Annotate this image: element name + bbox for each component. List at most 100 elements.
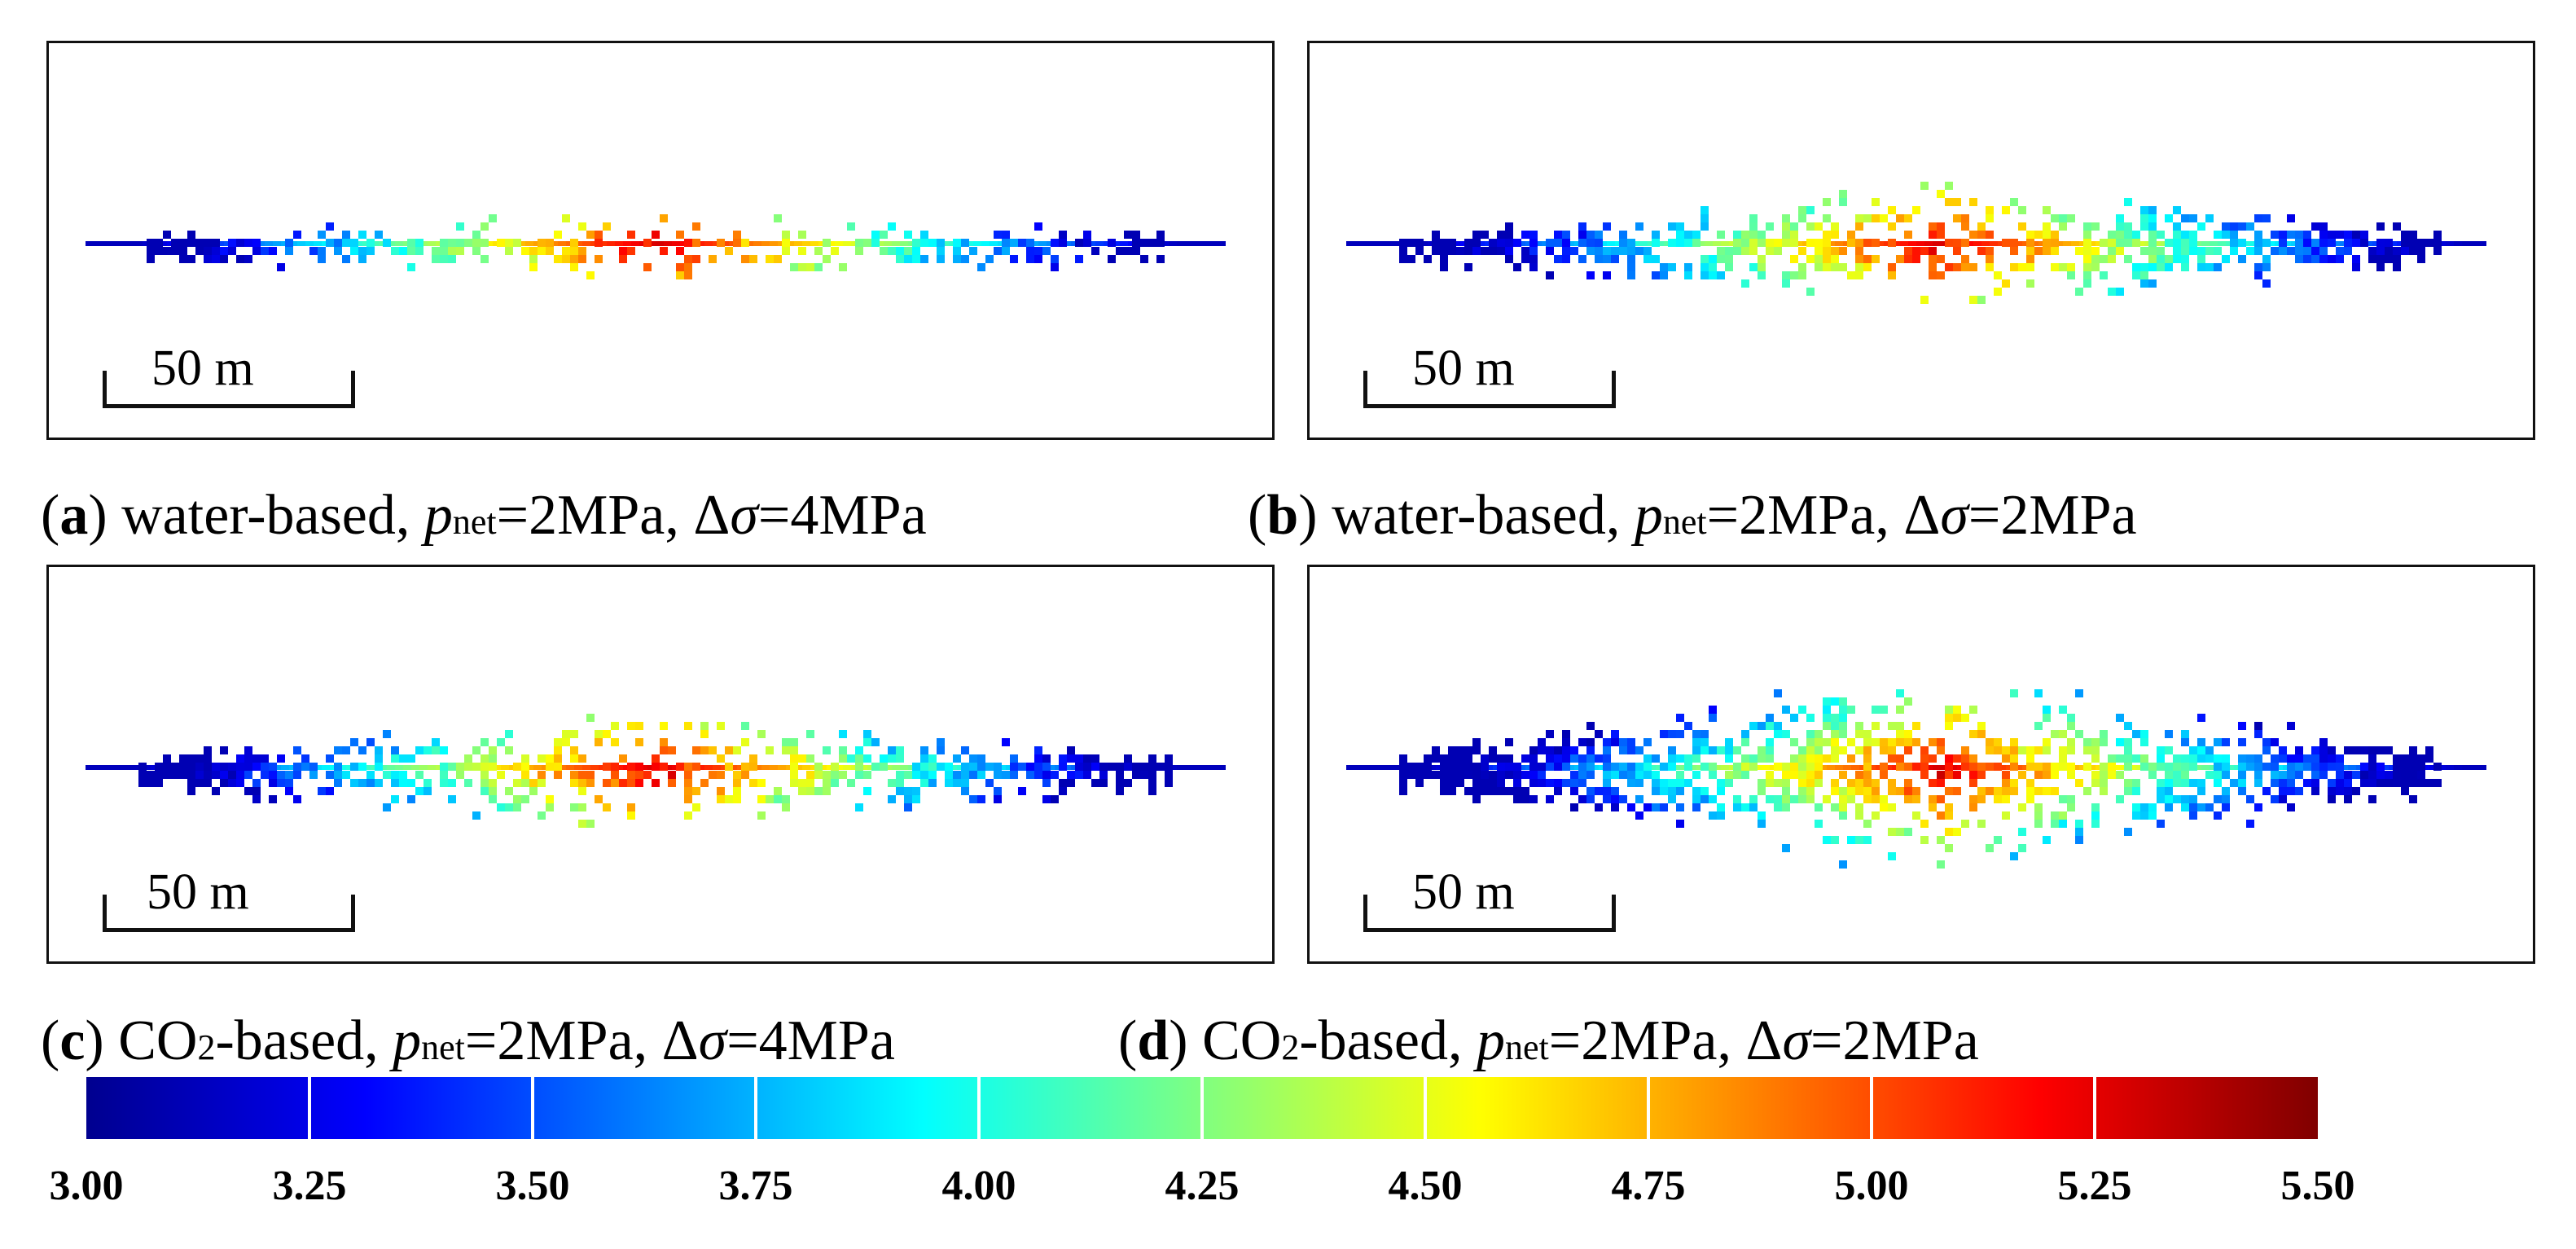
fracture-cell <box>2254 771 2262 779</box>
fracture-cell <box>1363 241 1371 246</box>
fracture-cell <box>2201 241 2210 246</box>
fracture-cell <box>1896 763 1904 771</box>
fracture-cell <box>814 787 823 795</box>
fracture-cell <box>1945 263 1953 271</box>
fracture-cell <box>2295 763 2303 771</box>
fracture-cell <box>1440 787 1448 795</box>
fracture-cell <box>2214 763 2222 771</box>
fracture-cell <box>212 771 220 779</box>
fracture-cell <box>195 779 204 787</box>
fracture-cell <box>627 247 635 255</box>
fracture-cell <box>1847 738 1855 746</box>
fracture-cell <box>419 765 428 770</box>
fracture-cell <box>2368 746 2376 754</box>
fracture-cell <box>1676 771 1684 779</box>
fracture-cell <box>2083 231 2091 239</box>
fracture-cell <box>1059 779 1067 787</box>
fracture-cell <box>554 255 562 263</box>
fracture-cell <box>2238 239 2246 247</box>
fracture-cell <box>892 765 900 770</box>
fracture-cell <box>147 771 155 779</box>
fracture-cell <box>2319 247 2328 255</box>
fracture-cell <box>244 787 252 795</box>
fracture-cell <box>521 771 529 779</box>
fracture-cell <box>481 779 489 787</box>
fracture-cell <box>896 771 904 779</box>
fracture-cell <box>2002 787 2010 795</box>
fracture-cell <box>2262 255 2271 263</box>
fracture-cell <box>366 247 375 255</box>
fracture-cell <box>1945 714 1953 722</box>
fracture-cell <box>2348 765 2356 770</box>
fracture-cell <box>228 771 236 779</box>
fracture-cell <box>1193 765 1201 770</box>
fracture-cell <box>1456 754 1464 763</box>
fracture-cell <box>86 241 94 246</box>
fracture-cell <box>676 263 684 271</box>
fracture-cell <box>2393 247 2401 255</box>
fracture-cell <box>2197 803 2205 811</box>
fracture-cell <box>2100 787 2108 795</box>
fracture-cell <box>757 730 766 738</box>
fracture-cell <box>415 239 423 247</box>
fracture-cell <box>1766 771 1774 779</box>
fracture-cell <box>383 803 391 811</box>
fracture-cell <box>2091 779 2100 787</box>
fracture-cell <box>1652 803 1660 811</box>
fracture-cell <box>1627 763 1635 771</box>
fracture-cell <box>871 763 880 771</box>
fracture-cell <box>790 779 798 787</box>
fracture-cell <box>2043 206 2051 214</box>
fracture-cell <box>2157 820 2165 828</box>
fracture-cell <box>2360 763 2368 771</box>
fracture-cell <box>2246 247 2254 255</box>
fracture-cell <box>1977 787 1986 795</box>
fracture-cell <box>2319 754 2328 763</box>
fracture-cell <box>1156 231 1165 239</box>
fracture-cell <box>1937 860 1945 869</box>
fracture-cell <box>1855 771 1863 779</box>
fracture-cell <box>1990 241 1998 246</box>
fracture-cell <box>334 239 342 247</box>
fracture-cell <box>2051 763 2059 771</box>
fracture-cell <box>2002 279 2010 288</box>
fracture-cell <box>2083 271 2091 279</box>
fracture-cell <box>2002 779 2010 787</box>
fracture-cell <box>2197 247 2205 255</box>
fracture-cell <box>1904 779 1912 787</box>
fracture-cell <box>472 239 481 247</box>
fracture-cell <box>2433 763 2442 771</box>
fracture-cell <box>1075 771 1083 779</box>
fracture-cell <box>277 754 285 763</box>
fracture-cell <box>391 795 399 803</box>
fracture-cell <box>1026 771 1034 779</box>
fracture-cell <box>1529 771 1538 779</box>
fracture-cell <box>2059 263 2067 271</box>
fracture-cell <box>1554 787 1562 795</box>
fracture-cell <box>643 771 652 779</box>
fracture-cell <box>2148 255 2157 263</box>
fracture-cell <box>399 754 407 763</box>
fracture-cell <box>261 247 269 255</box>
fracture-cell <box>2067 214 2075 222</box>
fracture-cell <box>2197 263 2205 271</box>
fracture-cell <box>2132 811 2140 820</box>
fracture-cell <box>1643 771 1652 779</box>
fracture-cell <box>961 255 969 263</box>
fracture-cell <box>2051 239 2059 247</box>
fracture-cell <box>1823 214 1831 222</box>
fracture-cell <box>2091 820 2100 828</box>
fracture-cell <box>2002 771 2010 779</box>
fracture-cell <box>725 763 733 771</box>
fracture-cell <box>1595 754 1603 763</box>
fracture-cell <box>590 765 599 770</box>
fracture-cell <box>195 754 204 763</box>
fracture-cell <box>1692 787 1701 795</box>
fracture-cell <box>2181 231 2189 239</box>
colorbar-tick-label: 4.75 <box>1611 1163 1686 1209</box>
fracture-cell <box>713 765 721 770</box>
fracture-cell <box>1010 754 1018 763</box>
fracture-cell <box>969 771 977 779</box>
fracture-cell <box>981 241 990 246</box>
fracture-cell <box>212 255 220 263</box>
